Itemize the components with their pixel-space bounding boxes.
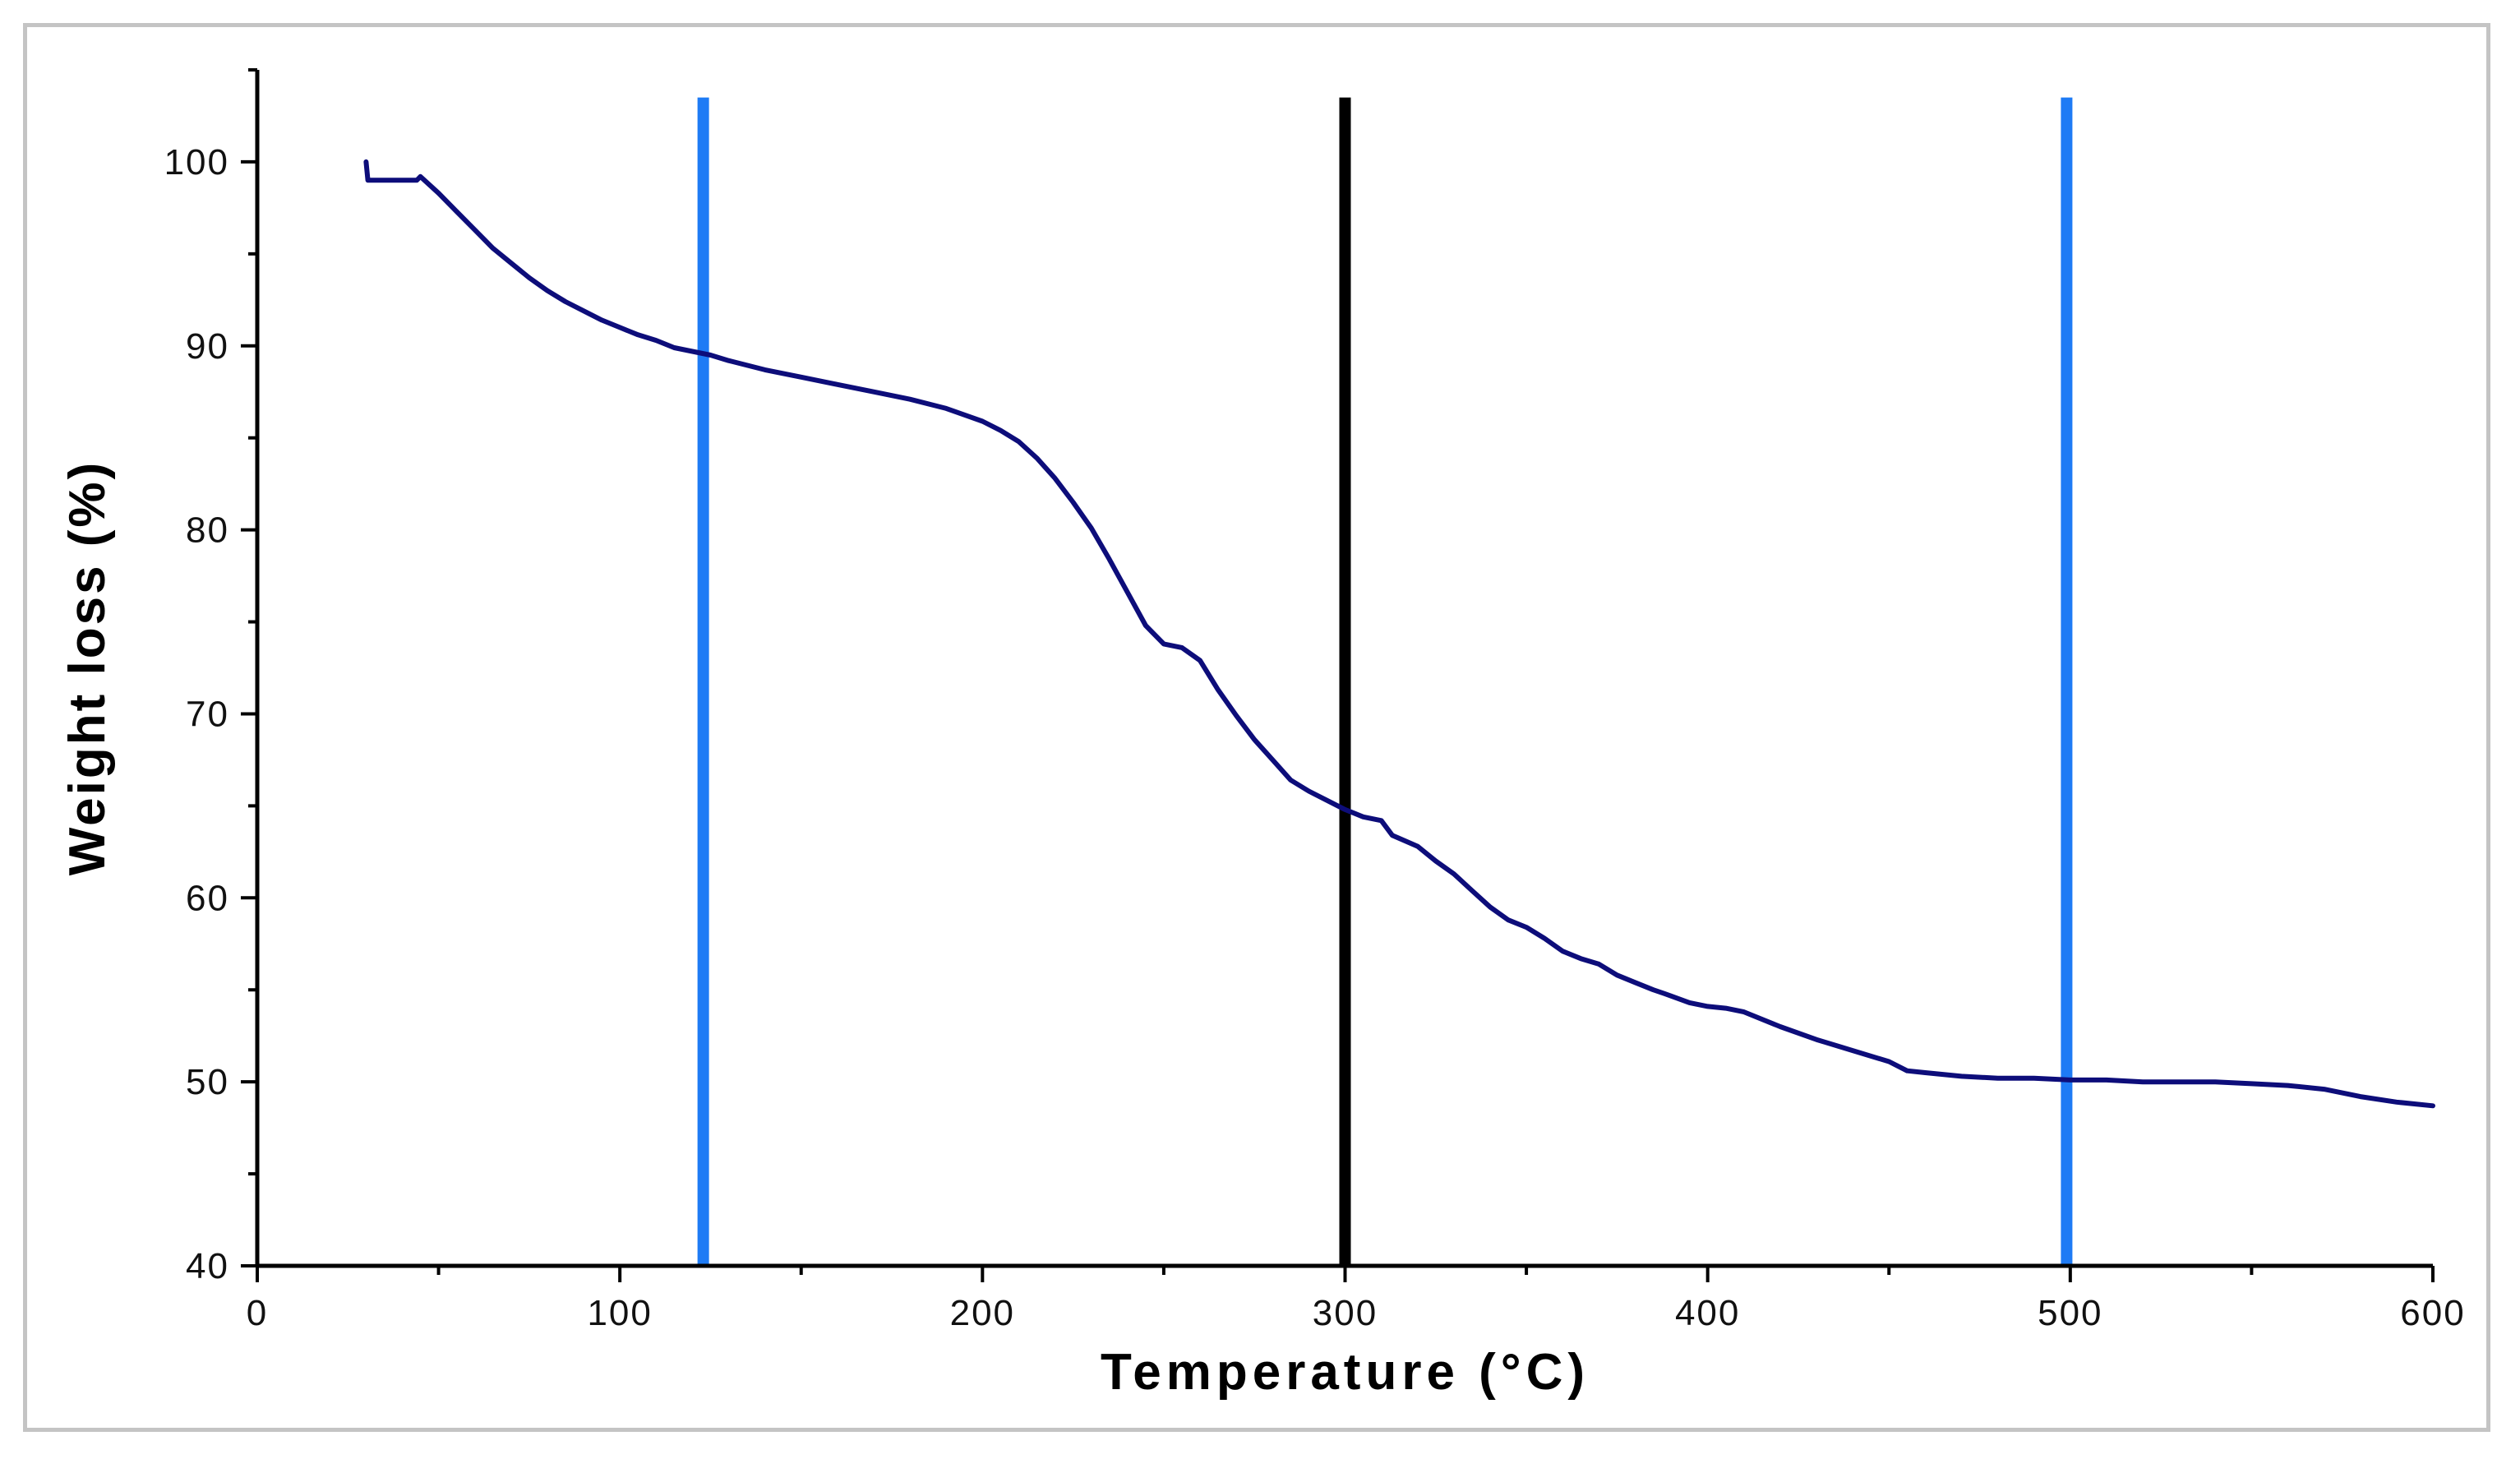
x-tick-label: 0	[247, 1293, 268, 1333]
x-tick-label: 400	[1675, 1293, 1740, 1333]
x-tick-label: 300	[1313, 1293, 1378, 1333]
y-tick-label: 60	[186, 878, 229, 918]
series-layer	[363, 159, 2435, 1109]
reference-lines	[697, 97, 2073, 1266]
x-tick-label: 500	[2038, 1293, 2102, 1333]
y-ticks: 40 50 60 70 80 90 100	[164, 68, 257, 1286]
y-tick-label: 50	[186, 1062, 229, 1102]
x-axis-title: Temperature (°C)	[1101, 1344, 1590, 1401]
y-tick-label: 90	[186, 326, 229, 367]
x-tick-label: 200	[950, 1293, 1015, 1333]
y-tick-label: 40	[186, 1246, 229, 1286]
tga-chart: 0 100 200 300 400 500 600 40 50 60 70 80 90 100 Temp…	[59, 68, 2465, 1401]
y-axis-title: Weight loss (%)	[59, 460, 116, 875]
y-tick-label: 70	[186, 694, 229, 734]
y-tick-label: 80	[186, 510, 229, 551]
chart-frame: 0 100 200 300 400 500 600 40 50 60 70 80 90 100 Temp…	[23, 23, 2490, 1432]
x-ticks: 0 100 200 300 400 500 600	[247, 1266, 2465, 1333]
x-tick-label: 600	[2400, 1293, 2465, 1333]
y-tick-label: 100	[164, 142, 229, 182]
series-line	[363, 159, 2435, 1109]
x-tick-label: 100	[587, 1293, 652, 1333]
